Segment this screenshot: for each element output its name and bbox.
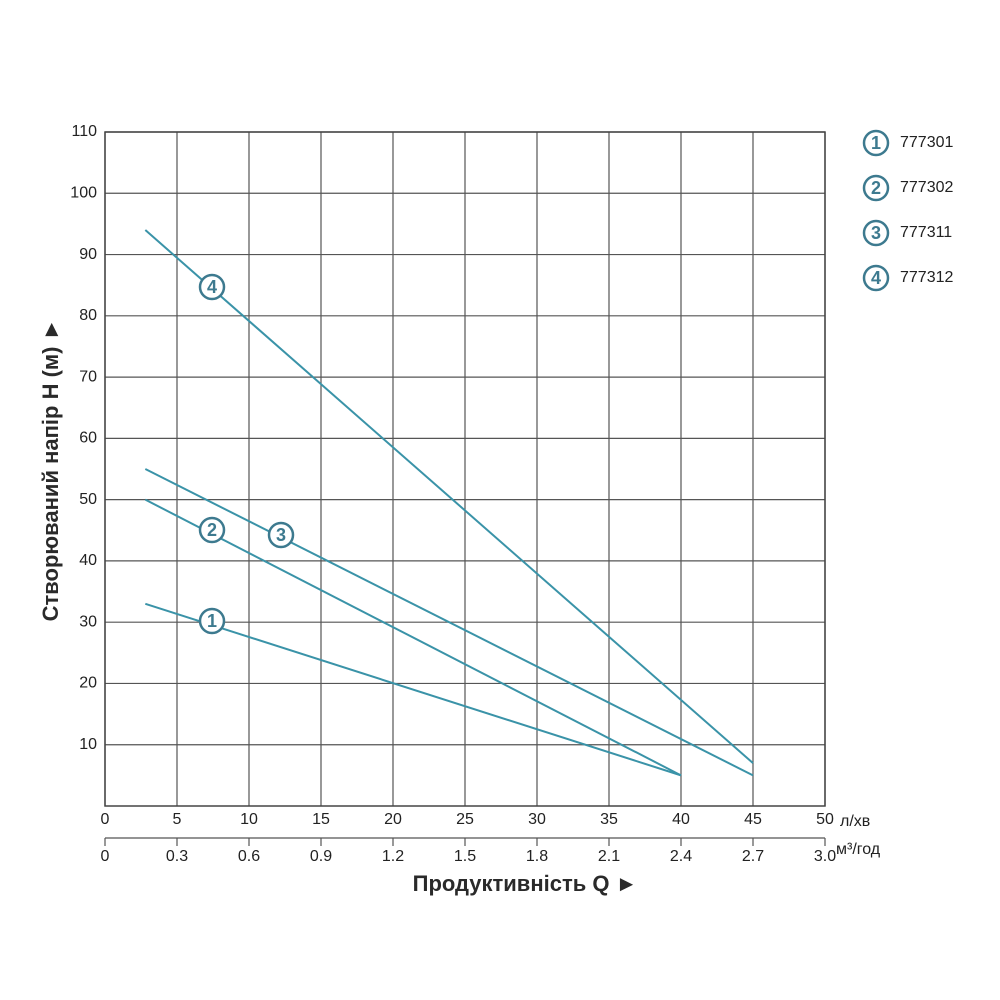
- x-tick-label: 10: [240, 811, 258, 828]
- y-axis-label: Створюваний напір H (м) ►: [38, 319, 63, 622]
- x-tick-label: 20: [384, 811, 402, 828]
- legend-label: 777311: [900, 224, 952, 241]
- x-unit: л/хв: [840, 813, 870, 830]
- y-tick-label: 70: [79, 368, 97, 385]
- y-tick-label: 20: [79, 675, 97, 692]
- x2-tick-label: 2.4: [670, 848, 692, 865]
- series-line: [144, 468, 754, 777]
- x2-tick-label: 0: [101, 848, 110, 865]
- badge-number: 1: [871, 133, 881, 153]
- y-tick-label: 60: [79, 430, 97, 447]
- badge-circle: [862, 129, 890, 157]
- x-tick-label: 40: [672, 811, 690, 828]
- y-tick-label: 30: [79, 613, 97, 630]
- y-tick-label: 100: [70, 184, 97, 201]
- y-tick-label: 90: [79, 246, 97, 263]
- x-axis-label: Продуктивність Q ►: [413, 871, 638, 896]
- x2-unit: м³/год: [836, 841, 881, 858]
- series-line: [144, 229, 754, 764]
- badge-circle: [862, 264, 890, 292]
- badge-number: 2: [207, 520, 217, 540]
- legend-label: 777312: [900, 269, 953, 286]
- x-tick-label: 15: [312, 811, 330, 828]
- x-tick-label: 45: [744, 811, 762, 828]
- badge-circle: [862, 219, 890, 247]
- badge-circle: [862, 174, 890, 202]
- x2-tick-label: 2.1: [598, 848, 620, 865]
- badge-circle: [198, 607, 226, 635]
- x2-tick-label: 2.7: [742, 848, 764, 865]
- legend-label: 777301: [900, 134, 953, 151]
- series-line: [145, 602, 682, 777]
- x-tick-label: 35: [600, 811, 618, 828]
- badge-number: 2: [871, 178, 881, 198]
- x-tick-label: 25: [456, 811, 474, 828]
- badge-circle: [267, 521, 295, 549]
- x2-tick-label: 1.5: [454, 848, 476, 865]
- x-tick-label: 30: [528, 811, 546, 828]
- x2-tick-label: 1.2: [382, 848, 404, 865]
- badge-number: 1: [207, 611, 217, 631]
- plot-frame: [104, 131, 826, 807]
- x2-tick-label: 0.9: [310, 848, 332, 865]
- x2-tick-label: 0.3: [166, 848, 188, 865]
- y-tick-label: 80: [79, 307, 97, 324]
- legend-label: 777302: [900, 179, 953, 196]
- badge-number: 3: [276, 525, 286, 545]
- y-tick-label: 10: [79, 736, 97, 753]
- x-tick-label: 5: [173, 811, 182, 828]
- badge-number: 4: [871, 268, 881, 288]
- badge-circle: [198, 273, 226, 301]
- x-tick-label: 50: [816, 811, 834, 828]
- badge-circle: [198, 516, 226, 544]
- x-tick-label: 0: [101, 811, 110, 828]
- x2-tick-label: 1.8: [526, 848, 548, 865]
- y-tick-label: 50: [79, 491, 97, 508]
- series-line: [144, 498, 682, 777]
- x2-tick-label: 3.0: [814, 848, 836, 865]
- y-tick-label: 40: [79, 552, 97, 569]
- badge-number: 3: [871, 223, 881, 243]
- badge-number: 4: [207, 277, 217, 297]
- y-tick-label: 110: [71, 123, 97, 140]
- x2-tick-label: 0.6: [238, 848, 260, 865]
